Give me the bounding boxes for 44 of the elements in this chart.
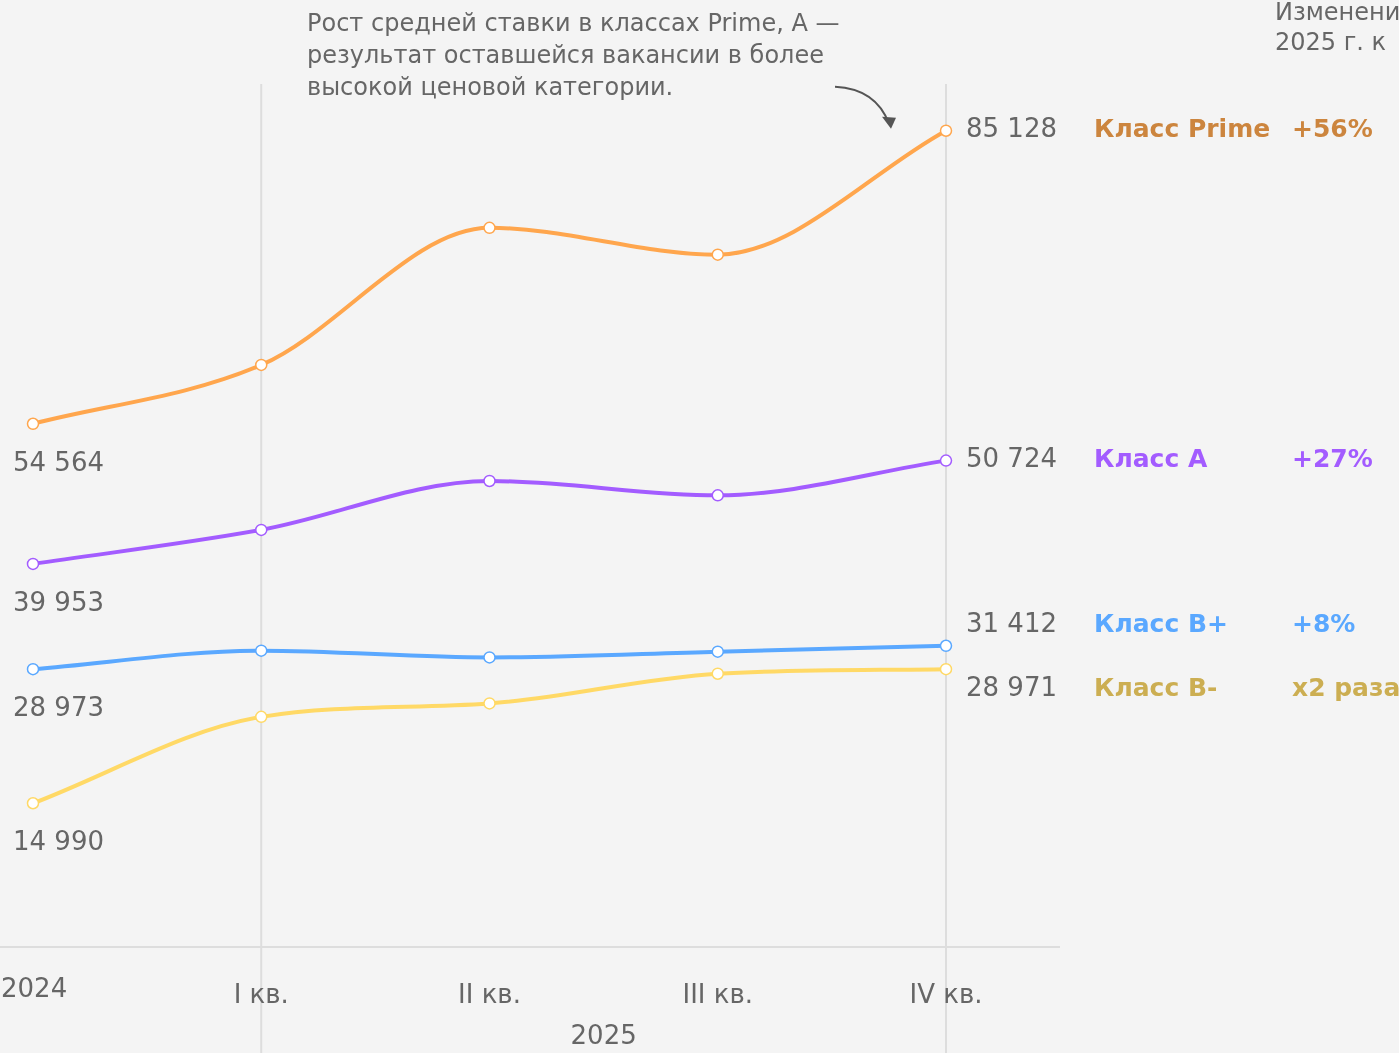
text: Класс A (1094, 444, 1208, 474)
point (939, 124, 953, 137)
point (939, 639, 953, 653)
data-label: 28 971 (966, 672, 1057, 703)
text: Класс B- (1094, 673, 1218, 702)
point (255, 710, 268, 724)
data-label: 50 724 (966, 443, 1057, 474)
point (711, 667, 724, 680)
data-label: 28 973 (13, 691, 104, 722)
point (255, 644, 268, 657)
point (711, 248, 724, 261)
data-label: 54 564 (13, 446, 104, 477)
text: x2 раза (1292, 673, 1399, 702)
point (939, 454, 953, 467)
point (26, 662, 40, 676)
point (483, 221, 496, 235)
x-tick-label: IV кв. (909, 978, 983, 1009)
text: +56% (1292, 114, 1373, 144)
text: +8% (1292, 609, 1356, 638)
point (26, 417, 40, 431)
point (939, 662, 953, 676)
x-tick-label: III кв. (682, 978, 754, 1009)
data-label: 14 990 (13, 826, 104, 857)
point (711, 489, 724, 502)
data-label: 39 953 (13, 586, 104, 617)
point (26, 797, 40, 810)
text: +27% (1292, 444, 1373, 474)
point (483, 474, 496, 488)
x-tick-label: 2024 (1, 972, 68, 1003)
text: Изменени 2025 г. к (1275, 0, 1399, 57)
data-label: 85 128 (966, 113, 1057, 144)
x-tick-label: II кв. (458, 978, 521, 1009)
text: Класс B+ (1094, 609, 1228, 638)
text: Класс Prime (1094, 114, 1271, 144)
annotation: Рост средней ставки в классах Prime, A — результат оставшейся вакансии в более высокой ценовой категории. (307, 9, 840, 102)
point (26, 557, 40, 571)
data-label: 31 412 (966, 608, 1057, 639)
x-tick-label: I кв. (233, 978, 289, 1009)
point (483, 651, 496, 664)
point (711, 645, 724, 658)
x-axis-title: 2025 (570, 1019, 637, 1050)
point (255, 358, 268, 372)
point (483, 697, 496, 710)
point (255, 523, 268, 537)
